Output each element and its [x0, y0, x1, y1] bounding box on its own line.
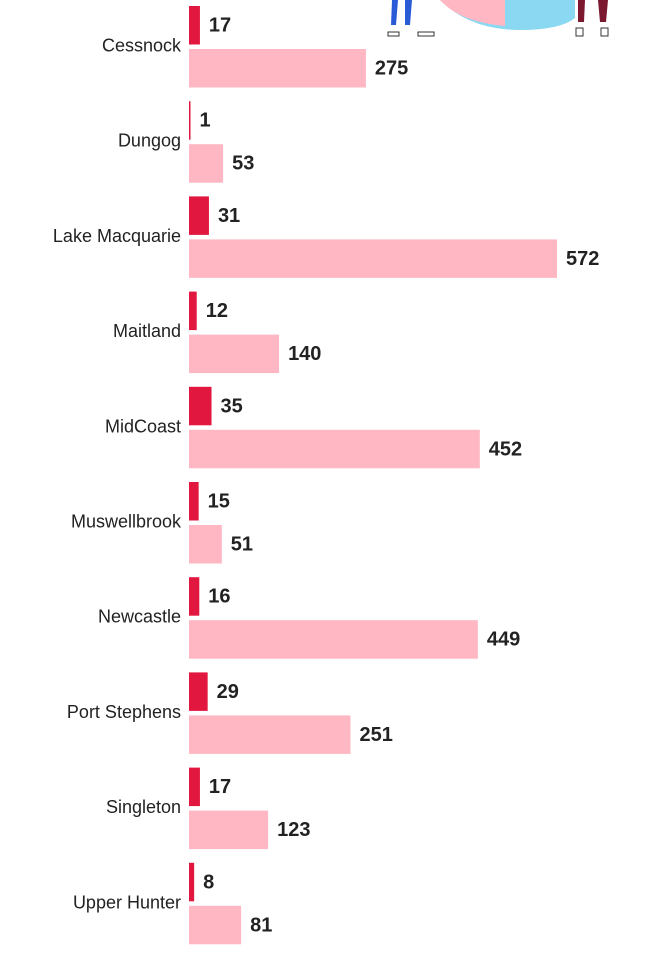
illustration-shoes — [387, 31, 435, 37]
value-label: 140 — [288, 343, 321, 365]
category-label: Upper Hunter — [73, 892, 181, 912]
illustration — [387, 0, 609, 37]
value-label: 572 — [566, 248, 599, 270]
bar — [189, 144, 224, 183]
value-label: 8 — [203, 871, 214, 893]
value-label: 275 — [375, 58, 408, 80]
value-label: 53 — [232, 153, 254, 175]
bar — [189, 767, 200, 807]
bar — [189, 429, 480, 469]
bar — [189, 482, 199, 521]
value-label: 1 — [200, 110, 211, 132]
bar — [189, 620, 478, 659]
value-label: 251 — [359, 724, 392, 746]
illustration-person — [391, 0, 412, 25]
value-label: 51 — [231, 534, 253, 556]
illustration-shoes — [575, 27, 609, 37]
value-label: 16 — [208, 586, 230, 608]
bar — [189, 334, 280, 374]
bar — [189, 525, 222, 564]
category-label: Lake Macquarie — [53, 226, 181, 246]
category-label: Newcastle — [98, 607, 181, 627]
bar — [189, 577, 200, 616]
bar — [189, 196, 209, 235]
bar — [189, 101, 191, 140]
illustration-pie-slice — [440, 0, 505, 26]
bar — [189, 862, 195, 902]
value-label: 449 — [487, 629, 520, 651]
category-label: Dungog — [118, 131, 181, 151]
bar — [189, 810, 269, 850]
bar — [189, 715, 351, 754]
bar — [189, 291, 197, 331]
bar — [189, 239, 557, 278]
category-label: MidCoast — [105, 416, 181, 436]
value-label: 452 — [489, 438, 522, 460]
bar — [189, 672, 208, 711]
category-label: Singleton — [106, 797, 181, 817]
value-label: 35 — [221, 395, 243, 417]
value-label: 31 — [218, 205, 240, 227]
value-label: 15 — [208, 491, 230, 513]
category-label: Cessnock — [102, 36, 182, 56]
value-label: 81 — [250, 914, 272, 936]
bar — [189, 49, 366, 88]
value-label: 17 — [209, 776, 231, 798]
bar — [189, 6, 200, 45]
category-label: Port Stephens — [67, 702, 181, 722]
category-label: Maitland — [113, 321, 181, 341]
value-label: 123 — [277, 819, 310, 841]
bar — [189, 905, 242, 945]
illustration-person — [578, 0, 608, 22]
bar — [189, 386, 212, 426]
value-label: 17 — [209, 15, 231, 37]
category-label: Muswellbrook — [71, 512, 182, 532]
value-label: 29 — [217, 681, 239, 703]
value-label: 12 — [206, 300, 228, 322]
